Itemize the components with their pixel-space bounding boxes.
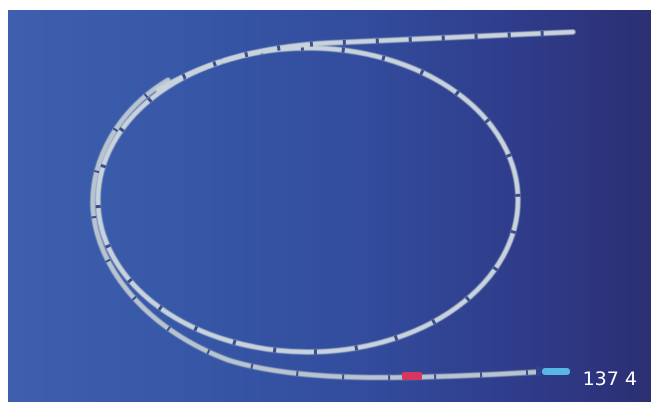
catheter-outer-strand — [90, 77, 541, 381]
catheter-loop — [95, 45, 521, 355]
catheter-illustration — [90, 29, 576, 381]
figure-label: 137 4 — [582, 368, 637, 390]
tip-gap — [536, 367, 541, 376]
blue-tip — [542, 368, 570, 375]
catheter-outer-markings — [90, 77, 539, 381]
catheter-upper-strand — [155, 29, 576, 93]
catheter-photo: 137 4 — [8, 10, 651, 402]
red-marker-band — [402, 372, 422, 380]
